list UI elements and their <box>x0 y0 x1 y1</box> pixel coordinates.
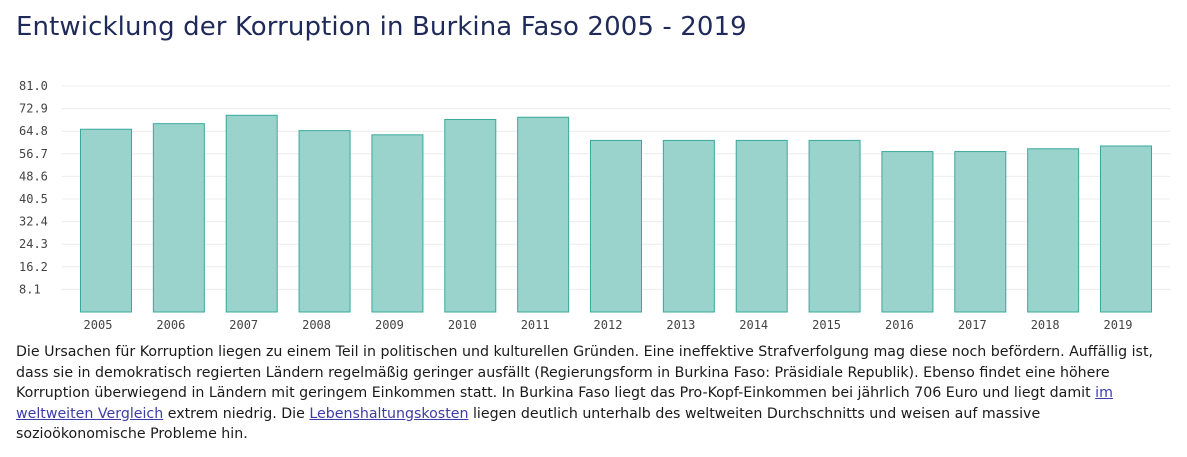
y-tick-label: 72.9 <box>19 102 48 116</box>
x-tick-label: 2019 <box>1104 318 1133 332</box>
y-tick-label: 32.4 <box>19 215 48 229</box>
bar-2015 <box>808 139 861 313</box>
description-paragraph: Die Ursachen für Korruption liegen zu ei… <box>16 342 1166 445</box>
bar-2019 <box>1100 145 1152 313</box>
global-comparison-link[interactable]: im weltweiten Vergleich <box>16 385 1113 422</box>
x-tick-label: 2006 <box>156 318 185 332</box>
page-title: Entwicklung der Korruption in Burkina Fa… <box>16 12 747 42</box>
description-text-2: extrem niedrig. Die <box>163 405 310 422</box>
y-tick-label: 81.0 <box>19 79 48 93</box>
x-tick-label: 2017 <box>958 318 987 332</box>
x-axis-ticks: 2005 2006 2007 2008 2009 2010 2011 2012 2013 2014… <box>84 318 1133 332</box>
x-tick-label: 2008 <box>302 318 331 332</box>
bar-2018 <box>1027 148 1080 313</box>
x-tick-label: 2007 <box>229 318 258 332</box>
description-text-3: liegen deutlich unterhalb des weltweiten… <box>16 405 1041 443</box>
x-tick-label: 2010 <box>448 318 477 332</box>
bar-2008 <box>298 130 351 313</box>
x-tick-label: 2012 <box>594 318 623 332</box>
y-tick-label: 40.5 <box>19 192 48 206</box>
bar-2007 <box>225 114 278 313</box>
bar-2012 <box>590 139 642 313</box>
bar-2016 <box>881 151 934 313</box>
x-tick-label: 2013 <box>666 318 695 332</box>
y-tick-label: 16.2 <box>19 260 48 274</box>
bar-2006 <box>152 123 205 313</box>
x-tick-label: 2018 <box>1031 318 1060 332</box>
x-tick-label: 2009 <box>375 318 404 332</box>
x-tick-label: 2016 <box>885 318 914 332</box>
bar-2013 <box>662 139 715 313</box>
x-tick-label: 2005 <box>84 318 113 332</box>
bar-2009 <box>371 134 424 313</box>
x-tick-label: 2011 <box>521 318 550 332</box>
bar-2011 <box>517 116 570 313</box>
x-tick-label: 2014 <box>739 318 768 332</box>
cost-of-living-link[interactable]: Lebenshaltungskosten <box>309 405 469 422</box>
y-tick-label: 48.6 <box>19 169 48 183</box>
description-text-1: Die Ursachen für Korruption liegen zu ei… <box>16 344 1154 401</box>
bar-2017 <box>954 151 1007 313</box>
y-axis-ticks: 8.1 16.2 24.3 32.4 40.5 48.6 56.7 64.8 72.9 81.0 <box>19 79 48 296</box>
y-tick-label: 64.8 <box>19 124 48 138</box>
bar-2005 <box>80 128 132 313</box>
bar-2014 <box>735 139 788 313</box>
bars <box>80 114 1152 313</box>
bar-2010 <box>444 118 497 313</box>
x-tick-label: 2015 <box>812 318 841 332</box>
y-tick-label: 24.3 <box>19 237 48 251</box>
y-tick-label: 56.7 <box>19 147 48 161</box>
bar-chart: 8.116.224.332.440.548.656.764.872.981.0 … <box>19 79 1170 332</box>
y-tick-label: 8.1 <box>19 282 41 296</box>
